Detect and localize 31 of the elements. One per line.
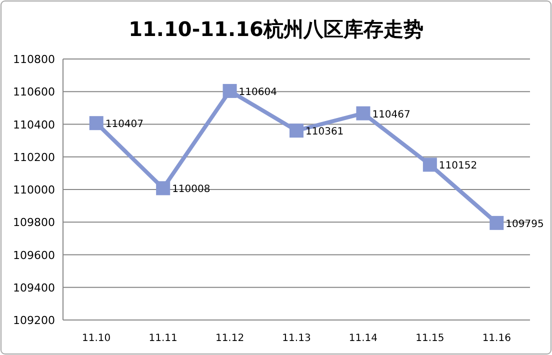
- point: [422, 158, 437, 172]
- y-tick-label: 110800: [13, 53, 55, 66]
- point: [222, 84, 237, 98]
- point: [290, 124, 304, 138]
- x-tick-label: 11.10: [82, 333, 111, 344]
- data-label: 110008: [172, 184, 210, 196]
- data-label: 110407: [105, 119, 144, 130]
- x-tick-label: 11.15: [416, 333, 444, 344]
- y-tick-label: 109600: [13, 248, 55, 262]
- point: [89, 116, 104, 130]
- data-label: 110152: [438, 160, 478, 172]
- x-tick-label: 11.13: [282, 333, 311, 344]
- y-tick-label: 109400: [13, 281, 55, 294]
- point: [356, 106, 370, 120]
- chart-title: 11.10-11.16杭州八区库存走势: [128, 17, 424, 41]
- data-label: 109795: [506, 218, 544, 230]
- y-tick-label: 110600: [13, 86, 55, 99]
- y-tick-label: 110400: [13, 118, 55, 132]
- y-tick-label: 109200: [13, 314, 55, 327]
- y-tick-label: 110200: [13, 150, 55, 164]
- data-label: 110604: [238, 86, 277, 98]
- x-tick-label: 11.16: [482, 333, 511, 344]
- x-tick-label: 11.12: [215, 333, 244, 344]
- x-tick-label: 11.11: [148, 333, 178, 344]
- point: [156, 181, 170, 196]
- data-label: 110361: [306, 126, 344, 138]
- x-tick-label: 11.14: [348, 333, 378, 344]
- y-tick-label: 110000: [13, 184, 55, 196]
- point: [490, 216, 504, 230]
- data-label: 110467: [372, 109, 410, 120]
- y-tick-label: 109800: [13, 216, 55, 230]
